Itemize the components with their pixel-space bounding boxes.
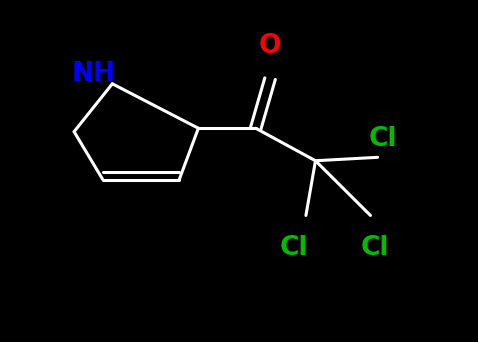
- Text: Cl: Cl: [368, 126, 397, 152]
- Text: NH: NH: [71, 61, 115, 87]
- Text: Cl: Cl: [361, 235, 390, 261]
- Text: Cl: Cl: [280, 235, 308, 261]
- Text: O: O: [259, 33, 282, 59]
